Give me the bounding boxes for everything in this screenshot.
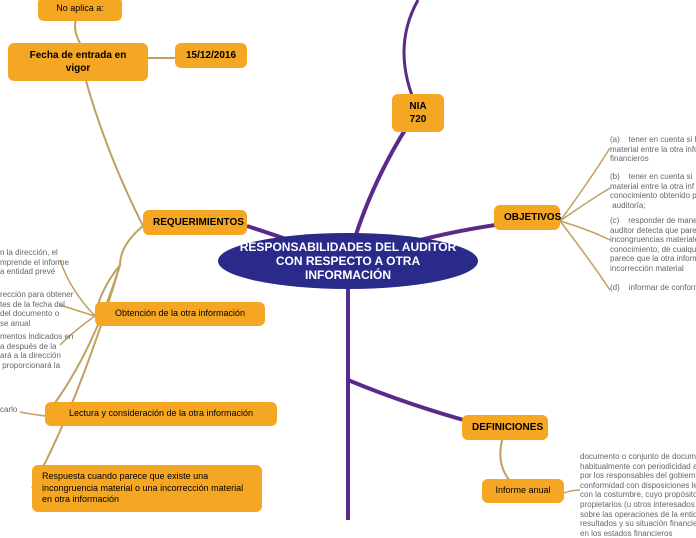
connector: [120, 226, 143, 265]
text-obj-c: (c) responder de mane auditor detecta qu…: [610, 216, 696, 274]
text-obj-d: (d) informar de conform: [610, 283, 696, 293]
node-fecha-vigor[interactable]: Fecha de entrada en vigor: [8, 43, 148, 81]
connector: [560, 221, 610, 240]
text-obj-b: (b) tener en cuenta si material entre la…: [610, 172, 696, 210]
text-req-t4: carlo: [0, 405, 17, 415]
connector: [560, 221, 610, 290]
node-informe-anual[interactable]: Informe anual: [482, 479, 564, 503]
connector: [564, 490, 580, 493]
node-definiciones[interactable]: DEFINICIONES: [462, 415, 548, 440]
node-objetivos[interactable]: OBJETIVOS: [494, 205, 560, 230]
node-lectura[interactable]: Lectura y consideración de la otra infor…: [45, 402, 277, 426]
text-req-t1: n la dirección, el mprende el informe a …: [0, 248, 69, 277]
node-fecha-val[interactable]: 15/12/2016: [175, 43, 247, 68]
text-req-t3: mentos indicados en a después de la ará …: [0, 332, 73, 370]
node-respuesta[interactable]: Respuesta cuando parece que existe una i…: [32, 465, 262, 512]
node-nia720[interactable]: NIA 720: [392, 94, 444, 132]
center-topic[interactable]: RESPONSABILIDADES DEL AUDITOR CON RESPEC…: [218, 233, 478, 289]
node-requerimientos[interactable]: REQUERIMIENTOS: [143, 210, 247, 235]
connector: [560, 188, 610, 221]
connector: [20, 412, 45, 416]
text-def-t1: documento o conjunto de documentos habit…: [580, 452, 696, 538]
text-obj-a: (a) tener en cuenta si h material entre …: [610, 135, 696, 164]
node-obtencion[interactable]: Obtención de la otra información: [95, 302, 265, 326]
connector: [80, 58, 143, 226]
text-req-t2: rección para obtener tes de la fecha del…: [0, 290, 73, 328]
connector: [560, 148, 610, 221]
node-no-aplica[interactable]: No aplica a:: [38, 0, 122, 21]
